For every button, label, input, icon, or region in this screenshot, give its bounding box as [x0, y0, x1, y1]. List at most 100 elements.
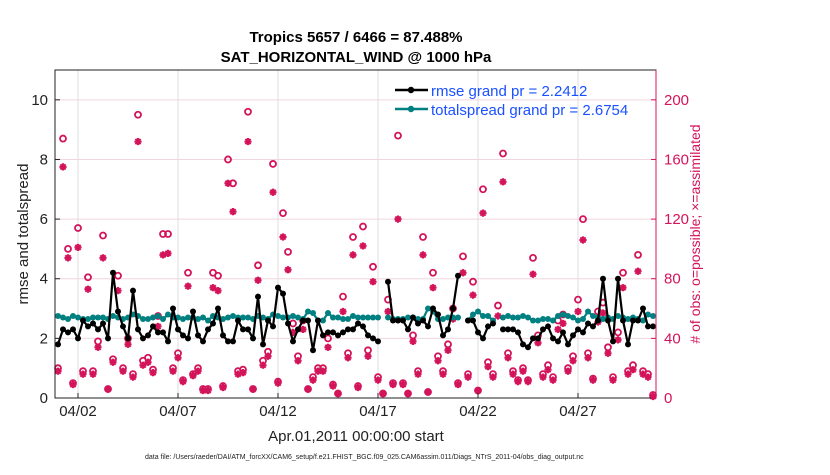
- spread-point: [340, 315, 346, 322]
- obs-assimilated-marker: [484, 363, 492, 371]
- rmse-point: [440, 332, 446, 339]
- rmse-point: [360, 323, 366, 330]
- obs-assimilated-marker: [369, 278, 377, 286]
- obs-assimilated-marker: [129, 373, 137, 381]
- y-right-tick-label: 0: [664, 390, 672, 407]
- rmse-point: [485, 323, 491, 330]
- rmse-point: [170, 305, 176, 312]
- rmse-point: [420, 317, 426, 324]
- rmse-point: [400, 317, 406, 324]
- rmse-point: [335, 332, 341, 339]
- obs-assimilated-marker: [419, 251, 427, 259]
- rmse-point: [115, 308, 121, 315]
- obs-possible-marker: [134, 110, 142, 119]
- obs-possible-marker: [494, 301, 502, 310]
- obs-assimilated-marker: [454, 380, 462, 389]
- obs-assimilated-marker: [599, 309, 607, 317]
- rmse-point: [465, 317, 471, 324]
- rmse-point: [85, 323, 91, 330]
- rmse-point: [300, 317, 306, 324]
- spread-point: [350, 313, 356, 319]
- obs-possible-marker: [409, 331, 417, 340]
- rmse-point: [455, 272, 461, 279]
- obs-possible-marker: [254, 261, 262, 270]
- obs-assimilated-marker: [464, 373, 472, 381]
- obs-assimilated-marker: [384, 307, 392, 316]
- rmse-point: [535, 335, 541, 342]
- y-right-tick-label: 80: [664, 271, 681, 288]
- rmse-point: [275, 284, 281, 291]
- obs-possible-marker: [99, 231, 107, 240]
- obs-assimilated-marker: [374, 376, 382, 384]
- obs-assimilated-marker: [289, 328, 297, 336]
- rmse-point: [365, 332, 371, 339]
- rmse-point: [500, 326, 506, 333]
- rmse-point: [430, 305, 436, 312]
- rmse-point: [325, 329, 331, 336]
- obs-assimilated-marker: [469, 291, 477, 299]
- spread-point: [180, 315, 186, 322]
- spread-point: [290, 313, 296, 319]
- obs-possible-marker: [574, 295, 582, 304]
- x-axis-label: Apr.01,2011 00:00:00 start: [268, 428, 445, 445]
- x-tick-label: 04/27: [559, 403, 597, 420]
- rmse-point: [410, 314, 416, 321]
- spread-point: [160, 315, 166, 322]
- obs-possible-marker: [499, 149, 507, 158]
- legend-rmse-marker: [407, 86, 415, 94]
- obs-assimilated-marker: [299, 325, 307, 334]
- obs-assimilated-marker: [279, 233, 287, 241]
- spread-point: [275, 313, 281, 319]
- obs-assimilated-marker: [339, 307, 347, 316]
- spread-point: [530, 317, 536, 324]
- spread-point: [345, 315, 351, 322]
- rmse-point: [190, 308, 196, 315]
- obs-possible-marker: [469, 277, 477, 286]
- rmse-point: [345, 326, 351, 333]
- obs-assimilated-marker: [554, 325, 562, 334]
- rmse-point: [175, 326, 181, 333]
- rmse-point: [580, 329, 586, 336]
- spread-point: [560, 311, 566, 318]
- spread-point: [330, 314, 336, 321]
- spread-point: [260, 314, 266, 321]
- obs-assimilated-marker: [504, 354, 512, 362]
- obs-assimilated-marker: [644, 373, 652, 381]
- obs-assimilated-marker: [254, 276, 262, 284]
- rmse-point: [230, 338, 236, 345]
- obs-possible-marker: [279, 209, 287, 218]
- obs-assimilated-marker: [589, 376, 597, 384]
- obs-assimilated-marker: [74, 243, 82, 252]
- spread-point: [555, 313, 561, 319]
- rmse-point: [315, 317, 321, 324]
- obs-assimilated-marker: [324, 343, 332, 351]
- spread-point: [295, 314, 301, 321]
- obs-assimilated-marker: [244, 137, 252, 146]
- spread-point: [200, 314, 206, 321]
- rmse-point: [135, 326, 141, 333]
- spread-point: [185, 314, 191, 321]
- x-tick-label: 04/17: [359, 403, 397, 420]
- rmse-point: [605, 317, 611, 324]
- obs-assimilated-marker: [334, 389, 342, 398]
- spread-point: [500, 314, 506, 321]
- obs-assimilated-marker: [564, 367, 572, 375]
- obs-assimilated-marker: [219, 383, 227, 392]
- obs-assimilated-marker: [529, 270, 537, 278]
- obs-assimilated-marker: [619, 284, 627, 292]
- spread-point: [70, 313, 76, 319]
- obs-possible-marker: [394, 131, 402, 140]
- obs-assimilated-marker: [174, 354, 182, 362]
- spread-point: [625, 315, 631, 322]
- spread-point: [205, 317, 211, 324]
- y-right-tick-label: 200: [664, 92, 689, 109]
- rmse-point: [250, 335, 256, 342]
- rmse-point: [200, 338, 206, 345]
- obs-assimilated-marker: [259, 361, 267, 369]
- rmse-point: [575, 326, 581, 333]
- obs-possible-marker: [214, 271, 222, 280]
- obs-possible-marker: [349, 233, 357, 241]
- spread-point: [590, 313, 596, 319]
- obs-possible-marker: [429, 268, 437, 277]
- rmse-point: [490, 320, 496, 327]
